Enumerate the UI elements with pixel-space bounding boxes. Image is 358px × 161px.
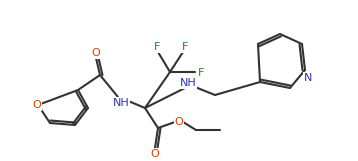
Text: F: F <box>154 42 160 52</box>
Text: F: F <box>182 42 188 52</box>
Text: NH: NH <box>113 98 129 108</box>
Text: O: O <box>33 100 42 110</box>
Text: O: O <box>92 48 100 58</box>
Text: F: F <box>198 68 204 78</box>
Text: N: N <box>304 73 312 83</box>
Text: NH: NH <box>180 78 197 88</box>
Text: O: O <box>151 149 159 159</box>
Text: O: O <box>175 117 183 127</box>
